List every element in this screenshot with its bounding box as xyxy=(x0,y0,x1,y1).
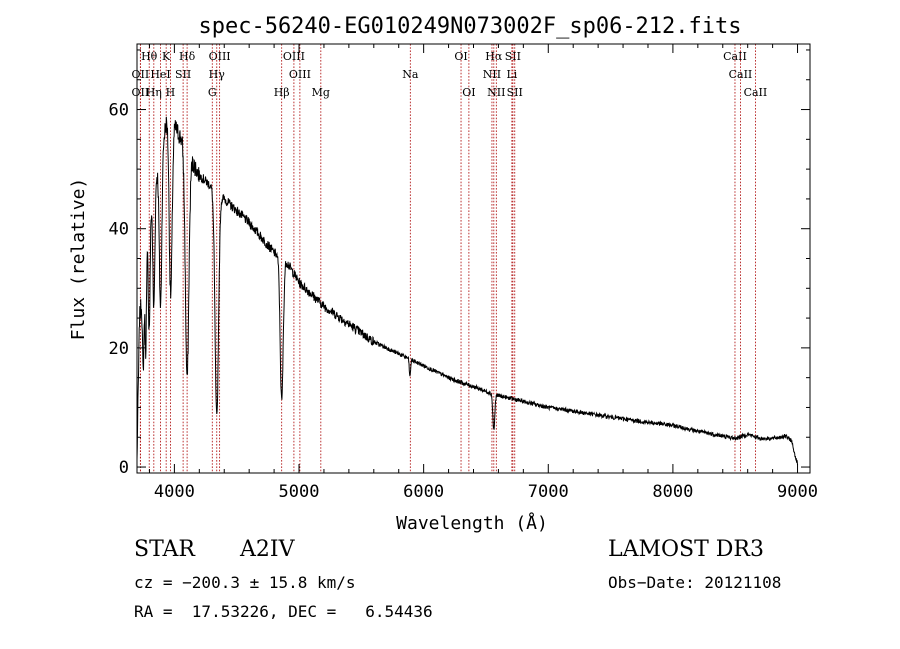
line-label-19: Hη xyxy=(146,86,162,99)
x-tick-label-3: 7000 xyxy=(528,482,569,502)
y-tick-label-0: 0 xyxy=(119,458,129,478)
line-label-24: OI xyxy=(462,86,475,99)
y-tick-label-3: 60 xyxy=(109,101,129,121)
line-label-25: NII xyxy=(487,86,505,99)
object-subclass: A2IV xyxy=(240,537,295,562)
y-axis-label: Flux (relative) xyxy=(68,178,89,341)
line-label-9: OII xyxy=(132,68,150,81)
x-tick-label-4: 8000 xyxy=(652,482,693,502)
x-axis-label: Wavelength (Å) xyxy=(396,512,548,534)
line-label-21: G xyxy=(208,86,217,99)
observation-date: Obs−Date: 20121108 xyxy=(608,573,782,592)
line-label-3: OIII xyxy=(209,50,231,63)
survey-name: LAMOST DR3 xyxy=(608,537,764,562)
y-tick-label-1: 20 xyxy=(109,339,129,359)
line-label-7: SII xyxy=(505,50,521,63)
line-label-15: NII xyxy=(483,68,501,81)
line-label-0: Hθ xyxy=(141,50,158,63)
line-label-20: H xyxy=(166,86,176,99)
line-label-5: OI xyxy=(454,50,467,63)
line-label-22: Hβ xyxy=(274,86,290,99)
line-label-12: Hγ xyxy=(209,68,226,81)
y-tick-label-2: 40 xyxy=(109,220,129,240)
line-label-2: Hδ xyxy=(179,50,196,63)
line-label-18: OII xyxy=(132,86,150,99)
axis-ticks: 4000 5000 6000 7000 8000 9000 0 20 40 60 xyxy=(109,44,818,502)
spectrum-line xyxy=(136,116,798,465)
chart-title: spec-56240-EG010249N073002F_sp06-212.fit… xyxy=(198,14,741,39)
line-label-1: K xyxy=(162,50,171,63)
x-tick-label-1: 5000 xyxy=(279,482,320,502)
line-label-4: OIII xyxy=(283,50,305,63)
line-label-23: Mg xyxy=(312,86,330,99)
line-label-10: HeI xyxy=(150,68,170,81)
plot-frame xyxy=(136,43,811,474)
line-label-11: SII xyxy=(175,68,191,81)
x-tick-label-0: 4000 xyxy=(154,482,195,502)
line-label-27: CaII xyxy=(744,86,768,99)
line-label-16: Li xyxy=(506,68,517,81)
ra-dec: RA = 17.53226, DEC = 6.54436 xyxy=(134,602,433,621)
redshift-cz: cz = −200.3 ± 15.8 km/s xyxy=(134,573,356,592)
line-label-17: CaII xyxy=(729,68,753,81)
line-label-14: Na xyxy=(402,68,419,81)
line-label-26: SII xyxy=(507,86,523,99)
line-label-13: OIII xyxy=(289,68,311,81)
x-tick-label-2: 6000 xyxy=(403,482,444,502)
line-label-8: CaII xyxy=(723,50,747,63)
x-tick-label-5: 9000 xyxy=(777,482,818,502)
object-class: STAR xyxy=(134,537,195,562)
line-label-6: Hα xyxy=(485,50,503,63)
